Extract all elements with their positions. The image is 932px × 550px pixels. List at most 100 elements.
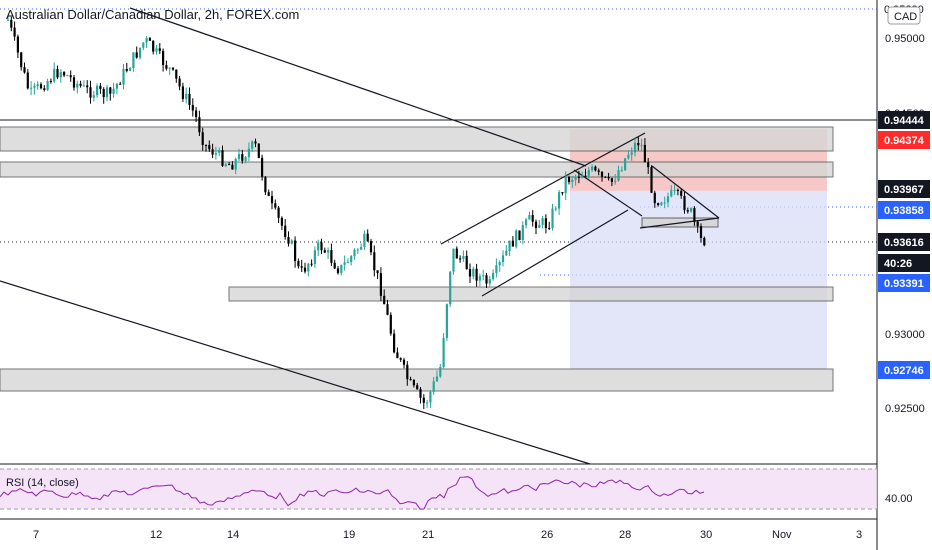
candle-body [330, 250, 333, 263]
candle-body [320, 242, 323, 251]
candle-body [422, 397, 425, 403]
candle-body [564, 177, 567, 194]
candle-body [521, 225, 524, 241]
candle-body [188, 93, 191, 106]
price-badge [878, 201, 930, 219]
candle-body [657, 203, 660, 206]
candle-body [630, 152, 633, 155]
candle-body [284, 225, 287, 238]
candle-body [363, 233, 366, 247]
candle-body [237, 154, 241, 159]
candle-body [551, 208, 554, 229]
sr-zone-2 [0, 161, 834, 178]
candle-body [254, 141, 257, 144]
trendline-5 [481, 209, 629, 297]
candle-body [69, 75, 72, 78]
candle-body [115, 83, 118, 89]
candle-body [145, 38, 148, 43]
price-badge [878, 233, 930, 251]
candle-body [251, 141, 254, 149]
price-badge-text: 0.94444 [884, 115, 925, 127]
candle-body [10, 19, 13, 28]
candle-body [640, 144, 643, 146]
price-badge-text: 0.93391 [884, 278, 924, 290]
time-tick-label: 21 [422, 529, 434, 541]
time-tick-label: 30 [700, 529, 712, 541]
candle-body [429, 391, 432, 403]
candle-body [313, 250, 316, 265]
candle-body [699, 226, 703, 238]
candle-body [594, 166, 597, 171]
candle-body [63, 72, 66, 76]
candle-body [673, 189, 676, 191]
candle-body [650, 167, 653, 193]
candle-body [600, 171, 604, 177]
candle-body [181, 86, 184, 99]
candle-body [554, 208, 557, 210]
candle-body [531, 215, 534, 222]
candle-body [614, 180, 617, 182]
candle-body [402, 359, 406, 365]
candle-body [449, 271, 452, 305]
candle-body [204, 144, 208, 146]
sr-zone-4 [0, 368, 834, 392]
candle-body [247, 148, 250, 158]
candle-body [406, 364, 409, 380]
trendline-7 [639, 217, 720, 229]
candle-body [567, 177, 571, 183]
time-tick-label: 12 [150, 529, 162, 541]
candle-body [508, 240, 511, 251]
candle-body [518, 230, 521, 241]
candle-body [148, 38, 151, 41]
price-axis: 0.950000.945000.930000.9250040.000.95280… [878, 4, 930, 505]
candle-body [343, 262, 346, 265]
candle-body [475, 268, 478, 281]
candle-body [597, 170, 600, 172]
trendline-3 [440, 172, 572, 245]
candle-body [327, 250, 330, 253]
time-tick-label: 7 [33, 529, 39, 541]
candle-body [221, 150, 224, 166]
candle-body [102, 89, 105, 98]
candle-body [624, 158, 627, 171]
candle-body [528, 215, 531, 220]
candle-body [495, 265, 498, 274]
candle-body [142, 42, 145, 48]
candle-body [185, 93, 188, 99]
candle-body [703, 237, 706, 246]
trendline-2 [0, 280, 591, 465]
rsi-line [0, 476, 705, 510]
candle-body [376, 270, 379, 274]
candle-body [39, 84, 43, 89]
candle-body [439, 366, 442, 377]
candle-body [472, 268, 475, 277]
price-badge [878, 111, 930, 129]
candle-body [125, 68, 128, 71]
candle-body [468, 269, 472, 277]
candle-body [26, 72, 29, 89]
candle-body [633, 142, 637, 153]
candle-body [369, 241, 373, 253]
candle-body [610, 178, 613, 182]
candle-body [409, 379, 412, 381]
candle-body [511, 240, 514, 247]
candle-body [353, 249, 356, 257]
candle-body [323, 250, 326, 253]
candle-body [571, 179, 574, 183]
chart-title: Australian Dollar/Canadian Dollar, 2h, F… [6, 7, 300, 22]
currency-badge-text: CAD [894, 11, 917, 23]
candle-body [13, 27, 16, 37]
candle-body [607, 176, 610, 179]
candle-body [412, 380, 415, 386]
trendline-4 [570, 132, 646, 174]
candle-body [294, 240, 297, 261]
candle-body [96, 85, 99, 96]
candle-body [303, 267, 307, 272]
candle-body [577, 176, 580, 178]
candle-body [534, 221, 538, 228]
candle-body [175, 69, 178, 79]
rsi-indicator-label: RSI (14, close) [6, 477, 79, 489]
price-tick-label: 0.95000 [885, 33, 925, 45]
candle-body [383, 295, 386, 305]
